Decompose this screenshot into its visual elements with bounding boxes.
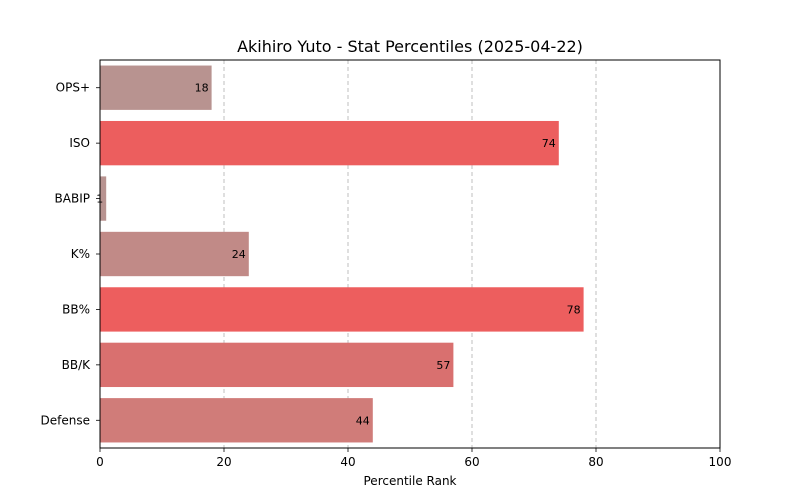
bars — [100, 65, 584, 443]
x-tick-label: 20 — [216, 455, 231, 469]
bar-value-label: 18 — [195, 82, 209, 95]
grid-lines — [223, 60, 597, 448]
x-axis-label: Percentile Rank — [364, 474, 457, 488]
y-tick-label: OPS+ — [56, 81, 90, 95]
bar — [100, 287, 584, 332]
x-tick-label: 40 — [340, 455, 355, 469]
bar — [100, 342, 454, 388]
y-tick-label: BABIP — [55, 192, 90, 206]
x-tick-label: 0 — [96, 455, 104, 469]
bar-value-label: 74 — [542, 137, 556, 150]
bar-value-label: 24 — [232, 248, 246, 261]
y-tick-label: BB/K — [62, 358, 92, 372]
y-tick-label: BB% — [62, 302, 90, 316]
bar — [100, 176, 107, 221]
plot-frame — [99, 59, 721, 449]
bar — [100, 120, 559, 166]
y-tick-label: Defense — [41, 413, 90, 427]
x-tick-label: 100 — [709, 455, 732, 469]
axes: 0 20 40 60 80 100 OPS+ ISO BABIP K% BB% BB/K Defense — [41, 59, 732, 469]
y-tick-label: K% — [71, 247, 90, 261]
chart-title: Akihiro Yuto - Stat Percentiles (2025-04… — [237, 37, 583, 56]
bar — [100, 398, 373, 443]
x-tick-label: 80 — [588, 455, 603, 469]
bar-value-label: 44 — [356, 414, 370, 427]
bar — [100, 231, 249, 277]
x-tick-label: 60 — [464, 455, 479, 469]
bar-value-label: 57 — [436, 359, 450, 372]
bar-value-label: 78 — [567, 303, 581, 316]
bar — [100, 65, 212, 110]
y-tick-label: ISO — [69, 136, 90, 150]
